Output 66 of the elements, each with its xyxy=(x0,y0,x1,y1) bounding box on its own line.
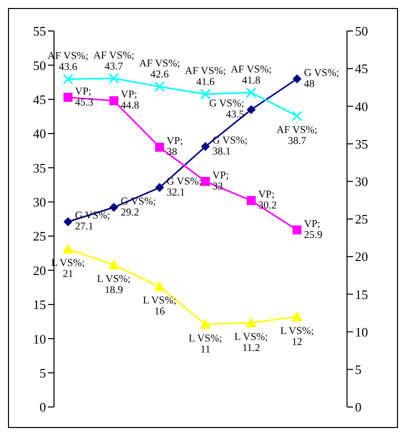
data-label: L VS%; 11.2 xyxy=(234,332,268,354)
point xyxy=(64,217,72,226)
y-tick-label: 5 xyxy=(40,365,46,380)
point xyxy=(200,318,211,329)
point xyxy=(246,196,256,206)
y-tick-label: 20 xyxy=(33,262,46,278)
data-label: VP; 44.8 xyxy=(120,90,140,112)
y2-tick-label: 0 xyxy=(355,400,362,415)
point xyxy=(155,183,164,192)
point xyxy=(108,73,120,84)
point xyxy=(200,142,210,152)
point xyxy=(292,311,302,322)
data-label: G VS%; 38.1 xyxy=(212,136,248,158)
point xyxy=(109,96,118,106)
point xyxy=(200,88,211,100)
data-label: G VS%; 43.5 xyxy=(209,98,244,121)
point xyxy=(154,81,165,92)
point xyxy=(246,87,256,98)
y2-tick-label: 15 xyxy=(355,286,368,302)
point xyxy=(292,74,302,84)
data-label: AF VS%; 41.6 xyxy=(184,66,226,88)
y-tick-label: 25 xyxy=(33,228,46,244)
y-tick-label: 35 xyxy=(33,160,46,176)
data-label: G VS%; 48 xyxy=(304,68,340,90)
y2-tick-label: 35 xyxy=(355,136,368,152)
data-label: AF VS%; 43.7 xyxy=(93,50,134,72)
point xyxy=(62,74,74,84)
data-label: L VS%; 16 xyxy=(142,296,176,318)
point xyxy=(292,225,302,234)
data-label: AF VS%; 38.7 xyxy=(276,124,318,147)
y2-tick-label: 10 xyxy=(355,324,368,340)
y2-tick-label: 50 xyxy=(355,24,368,39)
y2-tick-label: 45 xyxy=(355,61,368,76)
data-label: G VS%; 32.1 xyxy=(166,176,202,199)
y-tick-label: 30 xyxy=(33,194,46,210)
y2-tick-label: 30 xyxy=(355,174,368,190)
point xyxy=(246,317,257,328)
data-label: VP; 45.3 xyxy=(75,86,94,108)
y2-tick-label: 40 xyxy=(355,98,368,114)
data-label: VP; 30.2 xyxy=(258,190,277,212)
y-tick-label: 15 xyxy=(33,297,46,312)
y-tick-label: 55 xyxy=(33,24,46,39)
data-label: L VS%; 11 xyxy=(188,333,222,356)
y-tick-label: 45 xyxy=(33,92,46,107)
data-label: L VS%; 12 xyxy=(280,326,314,348)
point xyxy=(64,92,72,102)
point xyxy=(108,259,120,270)
data-label: AF VS%; 41.8 xyxy=(230,64,272,87)
point xyxy=(154,281,166,292)
y2-tick-label: 20 xyxy=(355,249,368,264)
point xyxy=(109,202,118,212)
y2-tick-label: 25 xyxy=(355,212,368,227)
y-tick-label: 0 xyxy=(40,400,46,415)
point xyxy=(62,244,74,254)
y-tick-label: 40 xyxy=(33,126,46,142)
y-tick-label: 10 xyxy=(33,331,46,346)
point xyxy=(155,142,164,152)
data-label: L VS%; 18.9 xyxy=(97,274,131,296)
data-label: AF VS%; 42.6 xyxy=(139,58,180,81)
point xyxy=(246,105,256,114)
y-tick-label: 50 xyxy=(33,58,46,73)
point xyxy=(200,176,210,186)
data-label: VP; 25.9 xyxy=(304,218,322,241)
point xyxy=(292,110,302,122)
y2-tick-label: 5 xyxy=(355,362,362,378)
data-label: VP; 38 xyxy=(166,136,184,158)
